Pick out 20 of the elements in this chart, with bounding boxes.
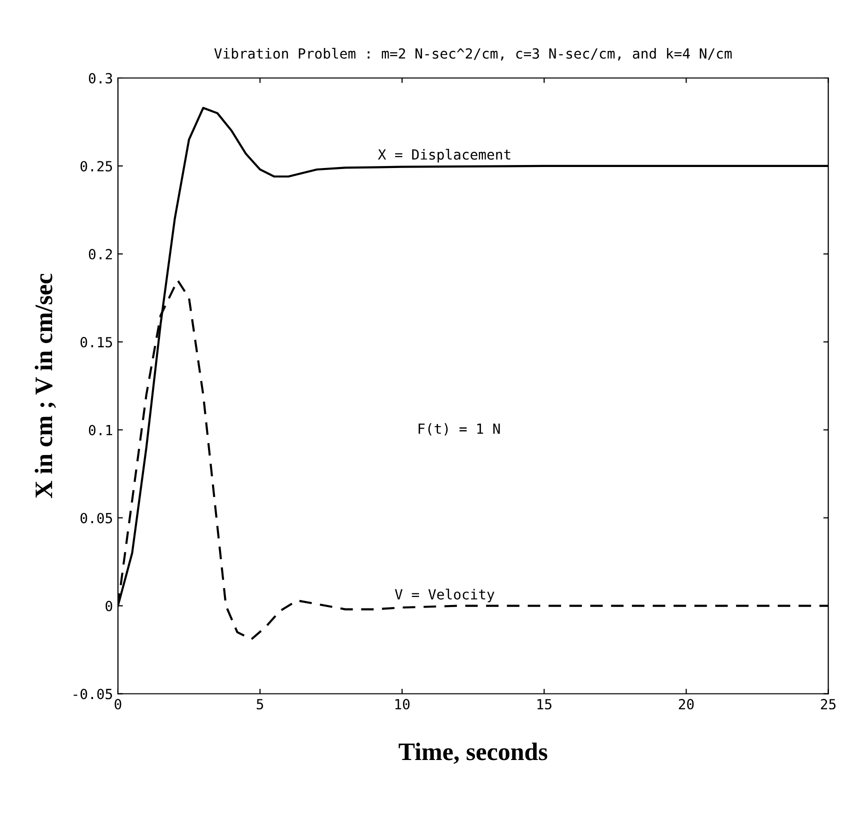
x-tick-label: 25	[820, 698, 836, 710]
y-tick-label: 0.25	[80, 160, 112, 172]
x-tick-label: 0	[114, 698, 122, 710]
y-tick-label: 0.3	[88, 73, 112, 84]
y-tick-label: 0.2	[88, 248, 112, 260]
y-tick-label: 0.1	[88, 424, 112, 436]
annotation: F(t) = 1 N	[418, 423, 500, 436]
x-tick-label: 20	[678, 698, 694, 710]
chart-title: Vibration Problem : m=2 N-sec^2/cm, c=3 N-sec/cm, and k=4 N/cm	[214, 48, 732, 60]
y-tick-label: 0.15	[80, 336, 112, 348]
x-axis-title: Time, seconds	[398, 742, 548, 764]
series-label: X = Displacement	[378, 148, 510, 162]
y-tick-label: 0.05	[80, 512, 112, 524]
y-tick-label: -0.05	[74, 688, 112, 700]
x-tick-label: 10	[395, 698, 410, 710]
x-tick-label: 15	[537, 699, 552, 710]
y-tick-label: 0	[106, 600, 112, 612]
x-tick-label: 5	[256, 699, 264, 710]
y-axis-title: X in cm ; V in cm/sec	[34, 274, 56, 498]
series-label: V = Velocity	[394, 588, 494, 602]
